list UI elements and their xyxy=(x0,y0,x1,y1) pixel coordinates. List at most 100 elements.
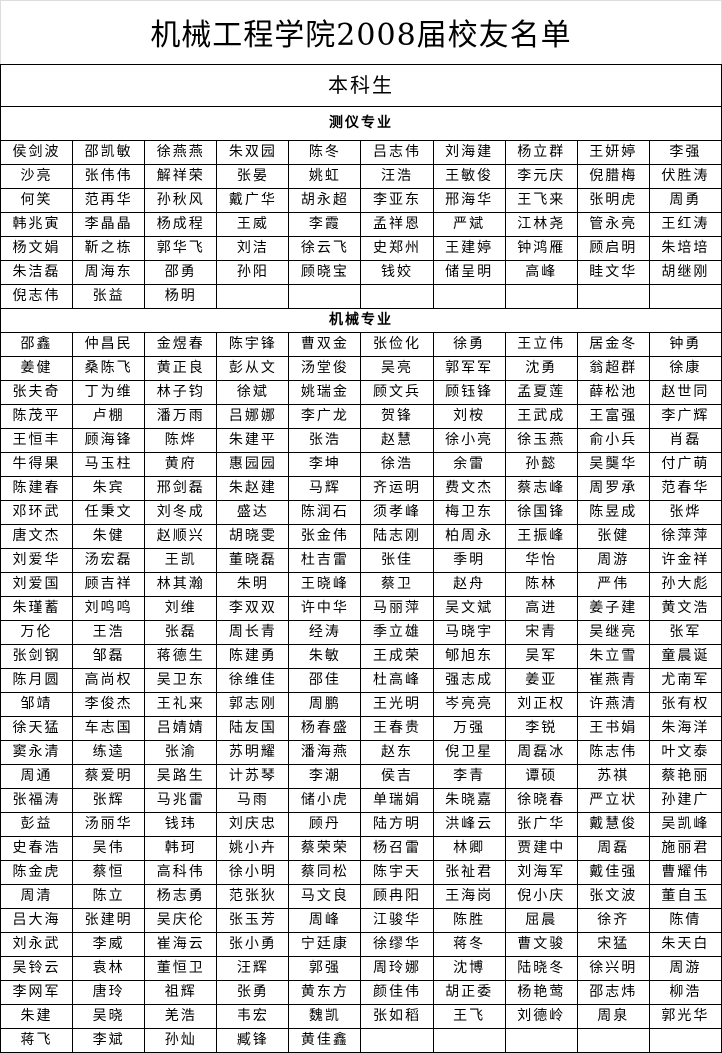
name-cell: 姚小卉 xyxy=(216,836,290,861)
table-row: 刘爱国 顾吉祥 林其瀚 朱明 王晓峰 蔡卫 赵舟 陈林 严伟 孙大彪 xyxy=(0,572,722,597)
name-cell: 徐兴明 xyxy=(576,956,650,981)
name-cell: 张如稻 xyxy=(360,1004,434,1029)
name-cell: 李俊杰 xyxy=(72,692,146,717)
name-cell: 施丽君 xyxy=(648,836,722,861)
name-cell: 黄文浩 xyxy=(648,596,722,621)
name-cell: 顾文兵 xyxy=(360,380,434,405)
name-cell: 王海岗 xyxy=(432,884,506,909)
name-cell: 颜佳伟 xyxy=(360,980,434,1005)
name-cell: 计苏琴 xyxy=(216,764,290,789)
name-cell: 刘冬成 xyxy=(144,500,218,525)
name-cell: 李锐 xyxy=(504,716,578,741)
name-cell: 刘海军 xyxy=(504,860,578,885)
name-cell: 张金伟 xyxy=(288,524,362,549)
name-cell: 徐维佳 xyxy=(216,668,290,693)
name-cell: 练逵 xyxy=(72,740,146,765)
name-cell: 肖磊 xyxy=(648,428,722,453)
name-cell: 李强 xyxy=(648,140,722,165)
name-cell: 史郑州 xyxy=(360,236,434,261)
name-cell: 徐玉燕 xyxy=(504,428,578,453)
name-cell: 戴佳强 xyxy=(576,860,650,885)
name-cell: 徐小亮 xyxy=(432,428,506,453)
empty-cell xyxy=(648,1028,722,1053)
name-cell: 强志成 xyxy=(432,668,506,693)
name-cell: 徐天猛 xyxy=(0,716,74,741)
name-cell: 陈志伟 xyxy=(576,740,650,765)
name-cell: 金煜春 xyxy=(144,332,218,357)
name-cell: 顾冉阳 xyxy=(360,884,434,909)
name-cell: 邓环武 xyxy=(0,500,74,525)
name-cell: 严立状 xyxy=(576,788,650,813)
name-cell: 储呈明 xyxy=(432,260,506,285)
name-cell: 徐云飞 xyxy=(288,236,362,261)
name-cell: 唐文杰 xyxy=(0,524,74,549)
name-cell: 贺锋 xyxy=(360,404,434,429)
name-cell: 吴卫东 xyxy=(144,668,218,693)
name-cell: 崔海云 xyxy=(144,932,218,957)
name-cell: 董自玉 xyxy=(648,884,722,909)
name-cell: 韩珂 xyxy=(144,836,218,861)
name-cell: 刘爱国 xyxy=(0,572,74,597)
name-cell: 王晓峰 xyxy=(288,572,362,597)
empty-cell xyxy=(216,284,290,309)
name-cell: 张渝 xyxy=(144,740,218,765)
name-cell: 黄东方 xyxy=(288,980,362,1005)
name-cell: 卢棚 xyxy=(72,404,146,429)
name-cell: 蔡恒 xyxy=(72,860,146,885)
name-cell: 季立雄 xyxy=(360,620,434,645)
name-cell: 杨艳莺 xyxy=(504,980,578,1005)
name-cell: 周清 xyxy=(0,884,74,909)
table-row: 牛得果 马玉柱 黄府 惠园园 李坤 徐浩 余雷 孙懿 吴龑华 付广萌 xyxy=(0,452,722,477)
name-cell: 王敏俊 xyxy=(432,164,506,189)
name-cell: 吴庆伦 xyxy=(144,908,218,933)
name-cell: 伏胜涛 xyxy=(648,164,722,189)
table-row: 朱建 吴晓 羌浩 韦宏 魏凯 张如稻 王飞 刘德岭 周泉 郭光华 xyxy=(0,1004,722,1029)
name-cell: 李元庆 xyxy=(504,164,578,189)
name-cell: 李威 xyxy=(72,932,146,957)
name-cell: 潘万雨 xyxy=(144,404,218,429)
name-cell: 朱宾 xyxy=(72,476,146,501)
major-header-row: 测仪专业 xyxy=(0,106,722,141)
name-cell: 彭从文 xyxy=(216,356,290,381)
name-cell: 王恒丰 xyxy=(0,428,74,453)
name-cell: 朱建平 xyxy=(216,428,290,453)
empty-cell xyxy=(504,284,578,309)
name-cell: 陈立 xyxy=(72,884,146,909)
name-cell: 张福涛 xyxy=(0,788,74,813)
name-cell: 刘鸣鸣 xyxy=(72,596,146,621)
name-cell: 张健 xyxy=(576,524,650,549)
name-cell: 周峰 xyxy=(288,908,362,933)
table-row: 刘爱华 汤宏磊 王凯 董晓磊 杜吉雷 张佳 季明 华怡 周游 许金祥 xyxy=(0,548,722,573)
name-cell: 朱洁磊 xyxy=(0,260,74,285)
table-row: 窦永清 练逵 张渝 苏明耀 潘海燕 赵东 倪卫星 周磊冰 陈志伟 叶文泰 xyxy=(0,740,722,765)
name-cell: 周海东 xyxy=(72,260,146,285)
name-cell: 解祥荣 xyxy=(144,164,218,189)
table-row: 邵鑫 仲昌民 金煜春 陈宇锋 曹双金 张俭化 徐勇 王立伟 居金冬 钟勇 xyxy=(0,332,722,357)
name-cell: 刘海建 xyxy=(432,140,506,165)
name-cell: 陈胜 xyxy=(432,908,506,933)
name-cell: 杨春盛 xyxy=(288,716,362,741)
name-cell: 沈博 xyxy=(432,956,506,981)
name-cell: 齐运明 xyxy=(360,476,434,501)
name-cell: 张辉 xyxy=(72,788,146,813)
name-cell: 吴铃云 xyxy=(0,956,74,981)
name-cell: 朱晓嘉 xyxy=(432,788,506,813)
name-cell: 周游 xyxy=(576,548,650,573)
name-cell: 车志国 xyxy=(72,716,146,741)
name-cell: 朱海洋 xyxy=(648,716,722,741)
name-cell: 谭硕 xyxy=(504,764,578,789)
name-cell: 丁为维 xyxy=(72,380,146,405)
name-cell: 蒋冬 xyxy=(432,932,506,957)
name-cell: 吴伟 xyxy=(72,836,146,861)
name-cell: 羌浩 xyxy=(144,1004,218,1029)
table-row: 蒋飞 李斌 孙灿 臧锋 黄佳鑫 xyxy=(0,1028,722,1053)
name-cell: 汤堂俊 xyxy=(288,356,362,381)
level-header: 本科生 xyxy=(0,64,722,107)
name-cell: 王振峰 xyxy=(504,524,578,549)
level-header-row: 本科生 xyxy=(0,64,722,107)
name-cell: 胡正委 xyxy=(432,980,506,1005)
name-cell: 张有权 xyxy=(648,692,722,717)
table-row: 沙亮 张伟伟 解祥荣 张晏 姚虹 汪浩 王敏俊 李元庆 倪腊梅 伏胜涛 xyxy=(0,164,722,189)
name-cell: 范再华 xyxy=(72,188,146,213)
name-cell: 林子钧 xyxy=(144,380,218,405)
